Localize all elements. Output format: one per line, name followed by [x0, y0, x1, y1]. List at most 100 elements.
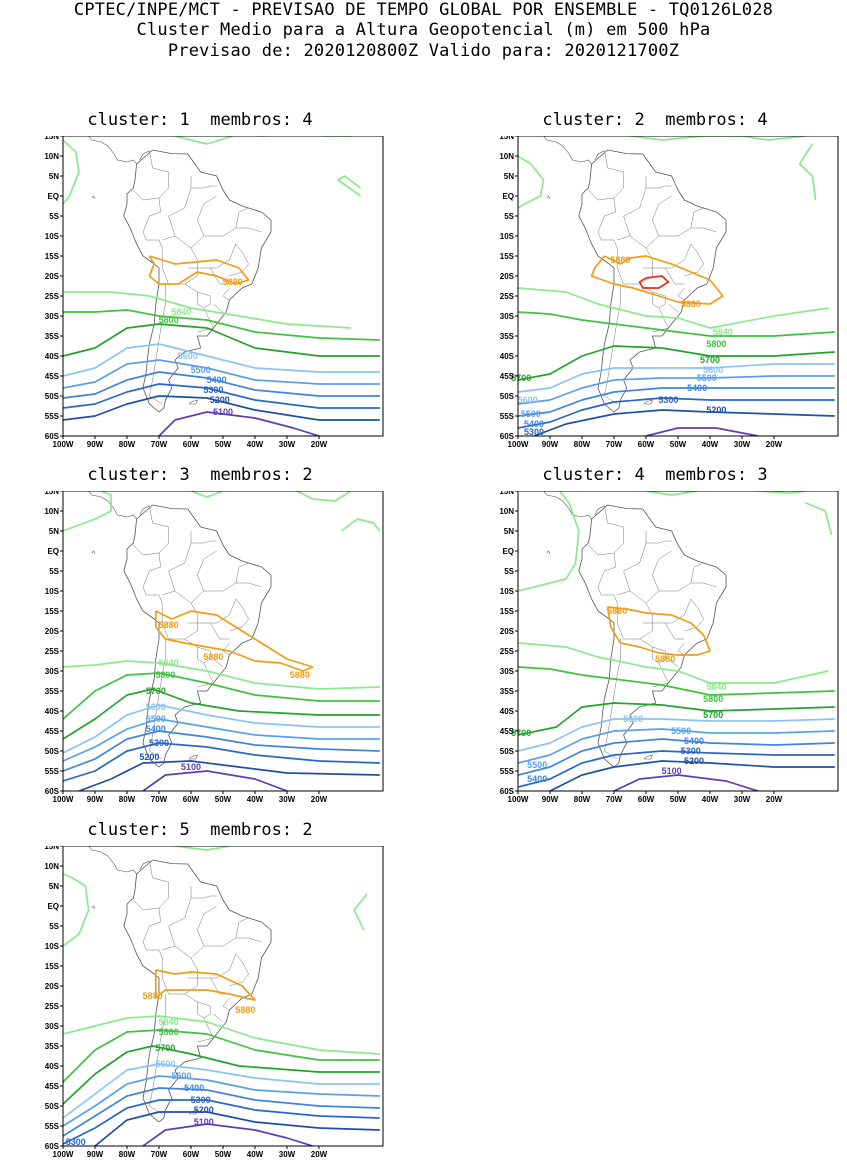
contour-label: 5500: [146, 714, 166, 724]
contour-line-5400: [63, 371, 380, 399]
map-frame: [62, 846, 384, 1147]
contour-line-5840: [190, 491, 224, 498]
contour-line-5600: [63, 343, 380, 377]
lon-label: 100W: [53, 1150, 74, 1159]
country-border: [623, 187, 647, 237]
coastline: [578, 504, 727, 768]
contour-line-5840: [174, 136, 351, 145]
lat-label: 45S: [45, 1082, 60, 1091]
contour-label: 5400: [684, 736, 704, 746]
contour-label: 5840: [706, 682, 726, 692]
lon-label: 80W: [574, 795, 591, 804]
lon-label: 80W: [119, 1150, 136, 1159]
contour-line-5600: [518, 363, 835, 393]
contour-label: 5880: [203, 652, 223, 662]
country-border: [639, 283, 666, 309]
contour-label: 5700: [155, 1043, 175, 1053]
contour-label: 5400: [146, 724, 166, 734]
lon-label: 20W: [311, 1150, 328, 1159]
lon-label: 60W: [638, 440, 655, 449]
lat-label: 10N: [44, 862, 59, 871]
country-border: [235, 562, 249, 584]
contour-line-5840: [63, 491, 112, 532]
lat-label: 30S: [45, 667, 60, 676]
country-border: [645, 227, 717, 249]
lat-label: 10S: [45, 942, 60, 951]
lat-label: 30S: [500, 667, 515, 676]
country-border: [184, 638, 211, 664]
lon-label: 90W: [542, 795, 559, 804]
contour-line-5400: [63, 730, 380, 772]
country-border: [213, 1013, 224, 1023]
contour-label: 5300: [66, 1137, 86, 1147]
contour-line-5300: [518, 750, 835, 788]
lon-label: 100W: [508, 795, 529, 804]
lat-label: 30S: [45, 312, 60, 321]
contour-line-5920: [638, 275, 670, 289]
lat-label: EQ: [502, 192, 514, 201]
lon-label: 90W: [87, 795, 104, 804]
contour-label: 5200: [139, 752, 159, 762]
contour-line-5840: [63, 139, 80, 205]
lat-label: 25S: [45, 1002, 60, 1011]
contour-label: 5500: [697, 373, 717, 383]
contour-label: 5700: [703, 710, 723, 720]
country-border: [623, 542, 647, 592]
contour-label: 5500: [671, 726, 691, 736]
lat-label: 25S: [45, 647, 60, 656]
contour-line-5400: [518, 738, 835, 776]
map-frame: [517, 136, 839, 437]
country-border: [213, 303, 224, 313]
contour-label: 5300: [658, 395, 678, 405]
contour-line-5500: [63, 1075, 380, 1127]
lon-label: 30W: [279, 440, 296, 449]
country-border: [235, 917, 249, 939]
lat-label: 40S: [45, 1062, 60, 1071]
contour-line-5100: [142, 770, 288, 791]
contour-line-5840: [63, 291, 352, 329]
lon-label: 90W: [87, 440, 104, 449]
contour-line-5700: [63, 688, 380, 740]
lon-label: 60W: [183, 795, 200, 804]
contour-line-5880: [148, 255, 250, 285]
country-border: [645, 176, 672, 189]
contour-line-5800: [518, 311, 835, 337]
contour-label: 5500: [171, 1071, 191, 1081]
lat-label: 5N: [49, 527, 59, 536]
lon-label: 70W: [151, 795, 168, 804]
country-border: [197, 1017, 214, 1043]
lat-label: 60S: [45, 432, 60, 441]
country-border: [168, 187, 192, 237]
coastline-segment: [88, 136, 137, 165]
map-frame: [517, 491, 839, 792]
contour-label: 5600: [623, 714, 643, 724]
lon-label: 60W: [183, 1150, 200, 1159]
contour-line-5200: [63, 395, 380, 421]
contour-label: 5500: [191, 365, 211, 375]
contour-label: 5200: [194, 1105, 214, 1115]
country-border: [190, 227, 262, 249]
lat-label: 15N: [499, 136, 514, 141]
lat-label: 5S: [49, 922, 59, 931]
contour-line-5800: [63, 1029, 380, 1083]
map-frame: [62, 491, 384, 792]
contour-label: 5200: [684, 756, 704, 766]
country-border: [222, 287, 230, 301]
lat-label: 60S: [500, 787, 515, 796]
country-border: [133, 899, 160, 911]
country-border: [684, 618, 704, 632]
contour-label: 5700: [700, 355, 720, 365]
contour-label: 5300: [203, 385, 223, 395]
country-border: [597, 150, 624, 268]
lon-label: 20W: [766, 440, 783, 449]
lat-label: 15S: [500, 607, 515, 616]
country-border: [664, 267, 685, 285]
contour-label: 5880: [235, 1005, 255, 1015]
contour-line-5840: [174, 846, 230, 851]
lat-label: 30S: [500, 312, 515, 321]
lat-label: 55S: [45, 412, 60, 421]
contour-line-5300: [63, 1099, 380, 1145]
country-border: [168, 897, 192, 947]
contour-label: 5600: [178, 351, 198, 361]
contour-line-5800: [518, 666, 835, 696]
